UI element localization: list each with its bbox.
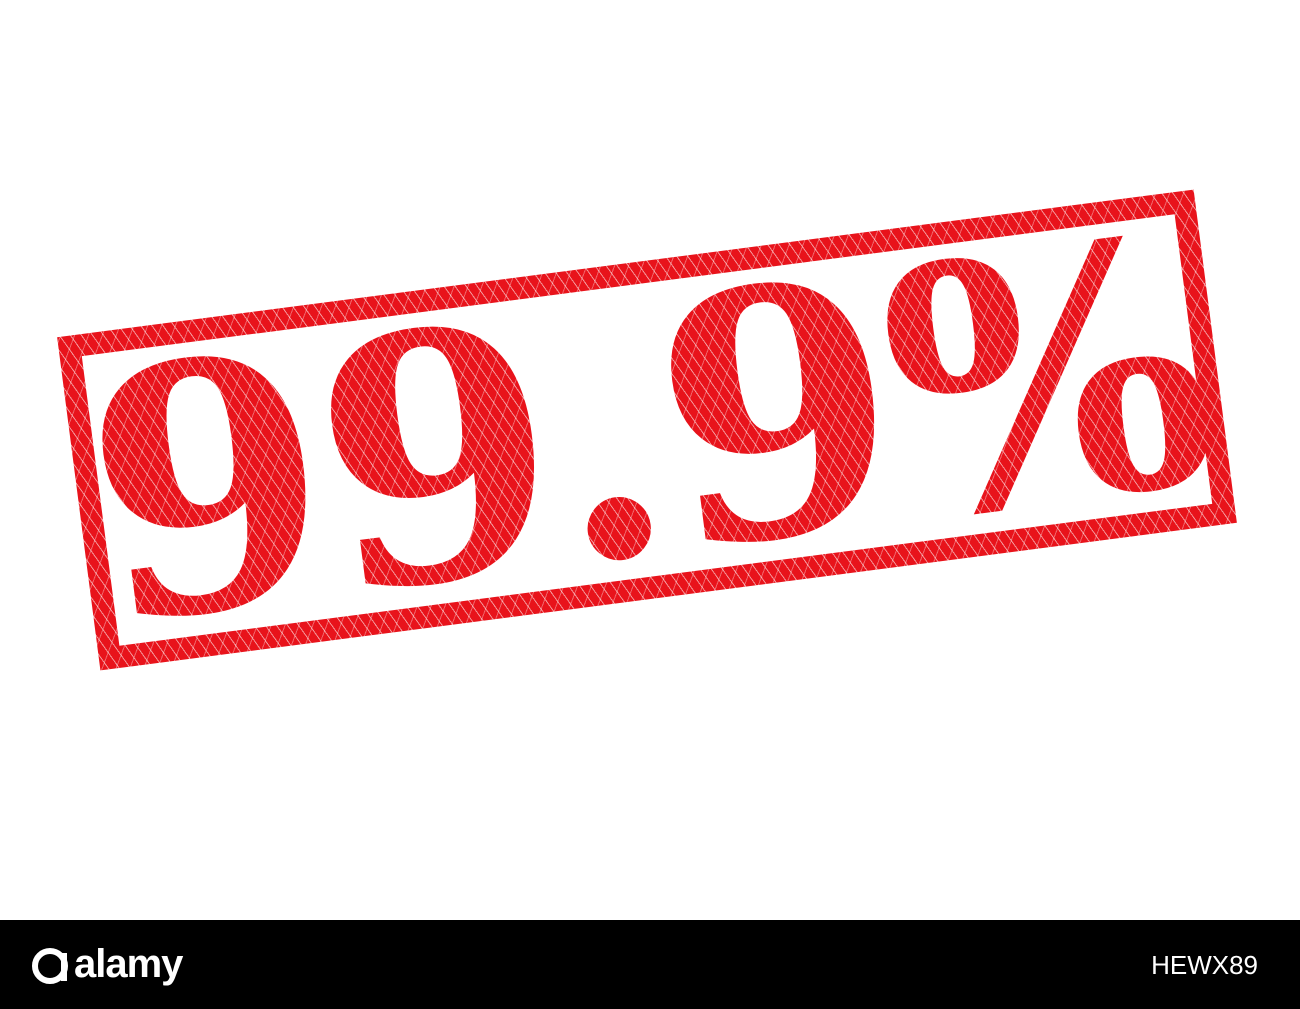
stamp-canvas: 99.9% [48,162,1246,703]
stamp-text: 99.9% [65,162,1229,703]
brand-logo: alamy [30,942,183,987]
brand-name: alamy [74,942,183,986]
watermark-bar: alamy HEWX89 [0,920,1300,1009]
rubber-stamp: 99.9% [48,162,1246,703]
image-id: HEWX89 [1151,950,1258,980]
alamy-logo-icon [32,947,68,984]
